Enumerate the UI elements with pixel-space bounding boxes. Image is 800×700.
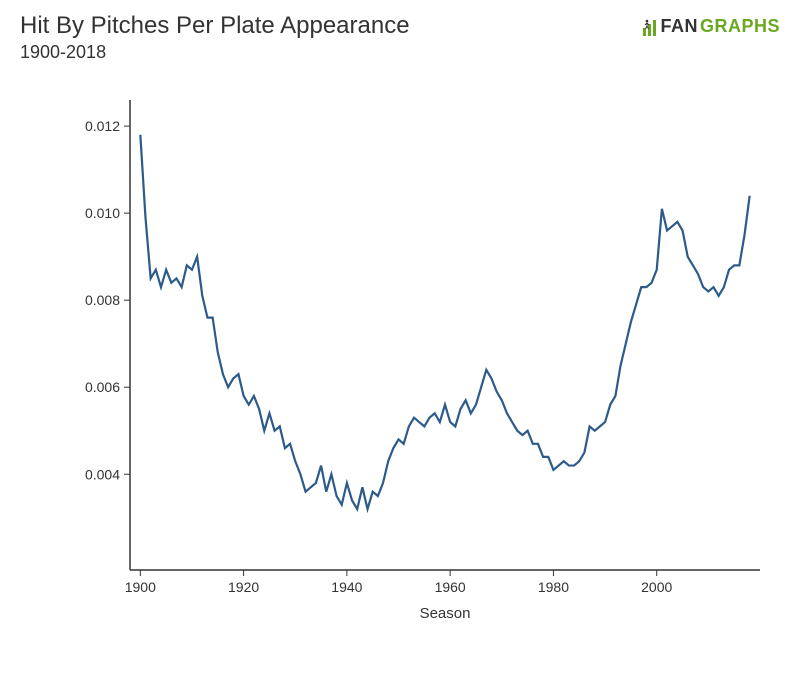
y-tick-label: 0.004 [85,466,120,482]
fangraphs-logo: FANGRAPHS [642,16,780,37]
y-tick-label: 0.010 [85,205,120,221]
x-tick-label: 1920 [228,579,259,595]
y-tick-label: 0.008 [85,292,120,308]
chart-container: Hit By Pitches Per Plate Appearance 1900… [0,0,800,700]
y-axis: 0.004 0.006 0.008 0.010 0.012 [85,118,130,482]
chart-title: Hit By Pitches Per Plate Appearance [20,12,410,40]
x-tick-label: 1900 [125,579,156,595]
chart-subtitle: 1900-2018 [20,42,410,63]
x-tick-label: 2000 [641,579,672,595]
x-tick-label: 1940 [331,579,362,595]
logo-text-fan: FAN [660,16,698,37]
x-tick-label: 1960 [435,579,466,595]
x-axis-title: Season [420,605,471,622]
y-tick-label: 0.012 [85,118,120,134]
x-axis: 1900 1920 1940 1960 1980 2000 [125,570,673,595]
hbp-series-line [140,135,749,509]
logo-text-graphs: GRAPHS [700,16,780,37]
line-chart: 0.0040.0060.0080.0100.012 19001920194019… [80,90,770,630]
logo-icon [642,18,658,36]
y-tick-label: 0.006 [85,379,120,395]
x-tick-label: 1980 [538,579,569,595]
title-block: Hit By Pitches Per Plate Appearance 1900… [20,12,410,63]
